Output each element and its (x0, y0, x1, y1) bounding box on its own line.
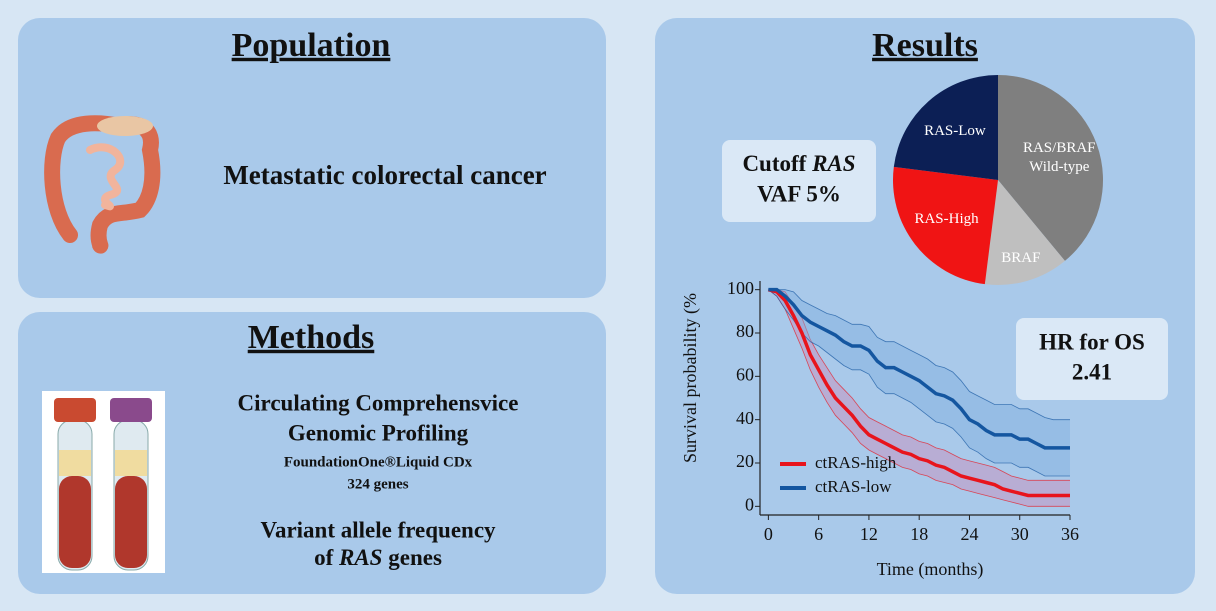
x-tick-label: 0 (764, 524, 773, 544)
population-title: Population (232, 27, 391, 64)
slice-label: BRAF (1001, 250, 1041, 267)
hr-label: HR for OS (1039, 329, 1145, 354)
population-text: Metastatic colorectal cancer (223, 160, 546, 190)
methods-vaf2: of RAS genes (314, 545, 442, 570)
y-tick-label: 100 (727, 278, 754, 298)
slice-label-box: BRAF (1001, 250, 1041, 267)
slice-label: RAS-High (914, 211, 979, 228)
x-tick-label: 36 (1061, 524, 1079, 544)
x-tick-label: 18 (910, 524, 928, 544)
vaf2-gene: RAS (338, 545, 382, 570)
y-tick-label: 80 (736, 321, 754, 341)
hr-box (1016, 318, 1168, 400)
legend-label: ctRAS-high (815, 453, 897, 472)
slice-label: RAS-Low (924, 122, 986, 139)
ci-edge (768, 289, 1070, 421)
cutoff-box (722, 140, 876, 222)
x-tick-label: 24 (960, 524, 978, 544)
legend-label: ctRAS-low (815, 477, 892, 496)
cutoff-line1: Cutoff RAS (742, 151, 855, 176)
pie-slice (893, 75, 998, 180)
y-tick-label: 60 (736, 364, 754, 384)
x-axis-label: Time (months) (877, 559, 984, 580)
population-panel (18, 18, 606, 298)
x-tick-label: 6 (814, 524, 823, 544)
survival-line (767, 287, 1070, 498)
methods-genes: 324 genes (347, 476, 408, 492)
results-panel (655, 18, 1195, 594)
pie-slice (984, 180, 1065, 285)
methods-title: Methods (248, 319, 375, 356)
vaf2-pre: of (314, 545, 334, 570)
results-title: Results (872, 27, 978, 64)
x-tick-label: 30 (1011, 524, 1029, 544)
y-axis-label: Survival probability (% (680, 293, 701, 463)
cutoff-pre: Cutoff (742, 151, 806, 176)
ci-edge (768, 289, 1070, 477)
colon-icon (44, 115, 161, 254)
methods-vaf1: Variant allele frequency (260, 517, 496, 542)
ci-band (768, 289, 1070, 507)
methods-line1: Circulating Comprehensvice (238, 390, 519, 415)
pie-slice (893, 166, 998, 285)
slice-label-box: RAS-High (914, 211, 979, 228)
vaf2-post: genes (388, 545, 442, 570)
y-tick-label: 40 (736, 408, 754, 428)
y-tick-label: 0 (745, 494, 754, 514)
ci-edge (768, 289, 1070, 507)
cutoff-gene: RAS (811, 151, 855, 176)
x-tick-label: 12 (860, 524, 878, 544)
slice-label: RAS/BRAF Wild-type (1022, 139, 1096, 175)
tube-icons (54, 398, 152, 571)
pie-slice (998, 75, 1104, 261)
methods-line2: Genomic Profiling (288, 420, 469, 445)
y-tick-label: 20 (736, 451, 754, 471)
methods-assay: FoundationOne®Liquid CDx (284, 454, 473, 470)
ci-edge (768, 289, 1070, 481)
survival-line (768, 287, 1070, 450)
slice-label-box: RAS-Low (924, 122, 986, 139)
slice-label-box: RAS/BRAF Wild-type (1022, 139, 1096, 175)
cutoff-line2: VAF 5% (757, 181, 841, 206)
hr-value: 2.41 (1072, 359, 1112, 384)
